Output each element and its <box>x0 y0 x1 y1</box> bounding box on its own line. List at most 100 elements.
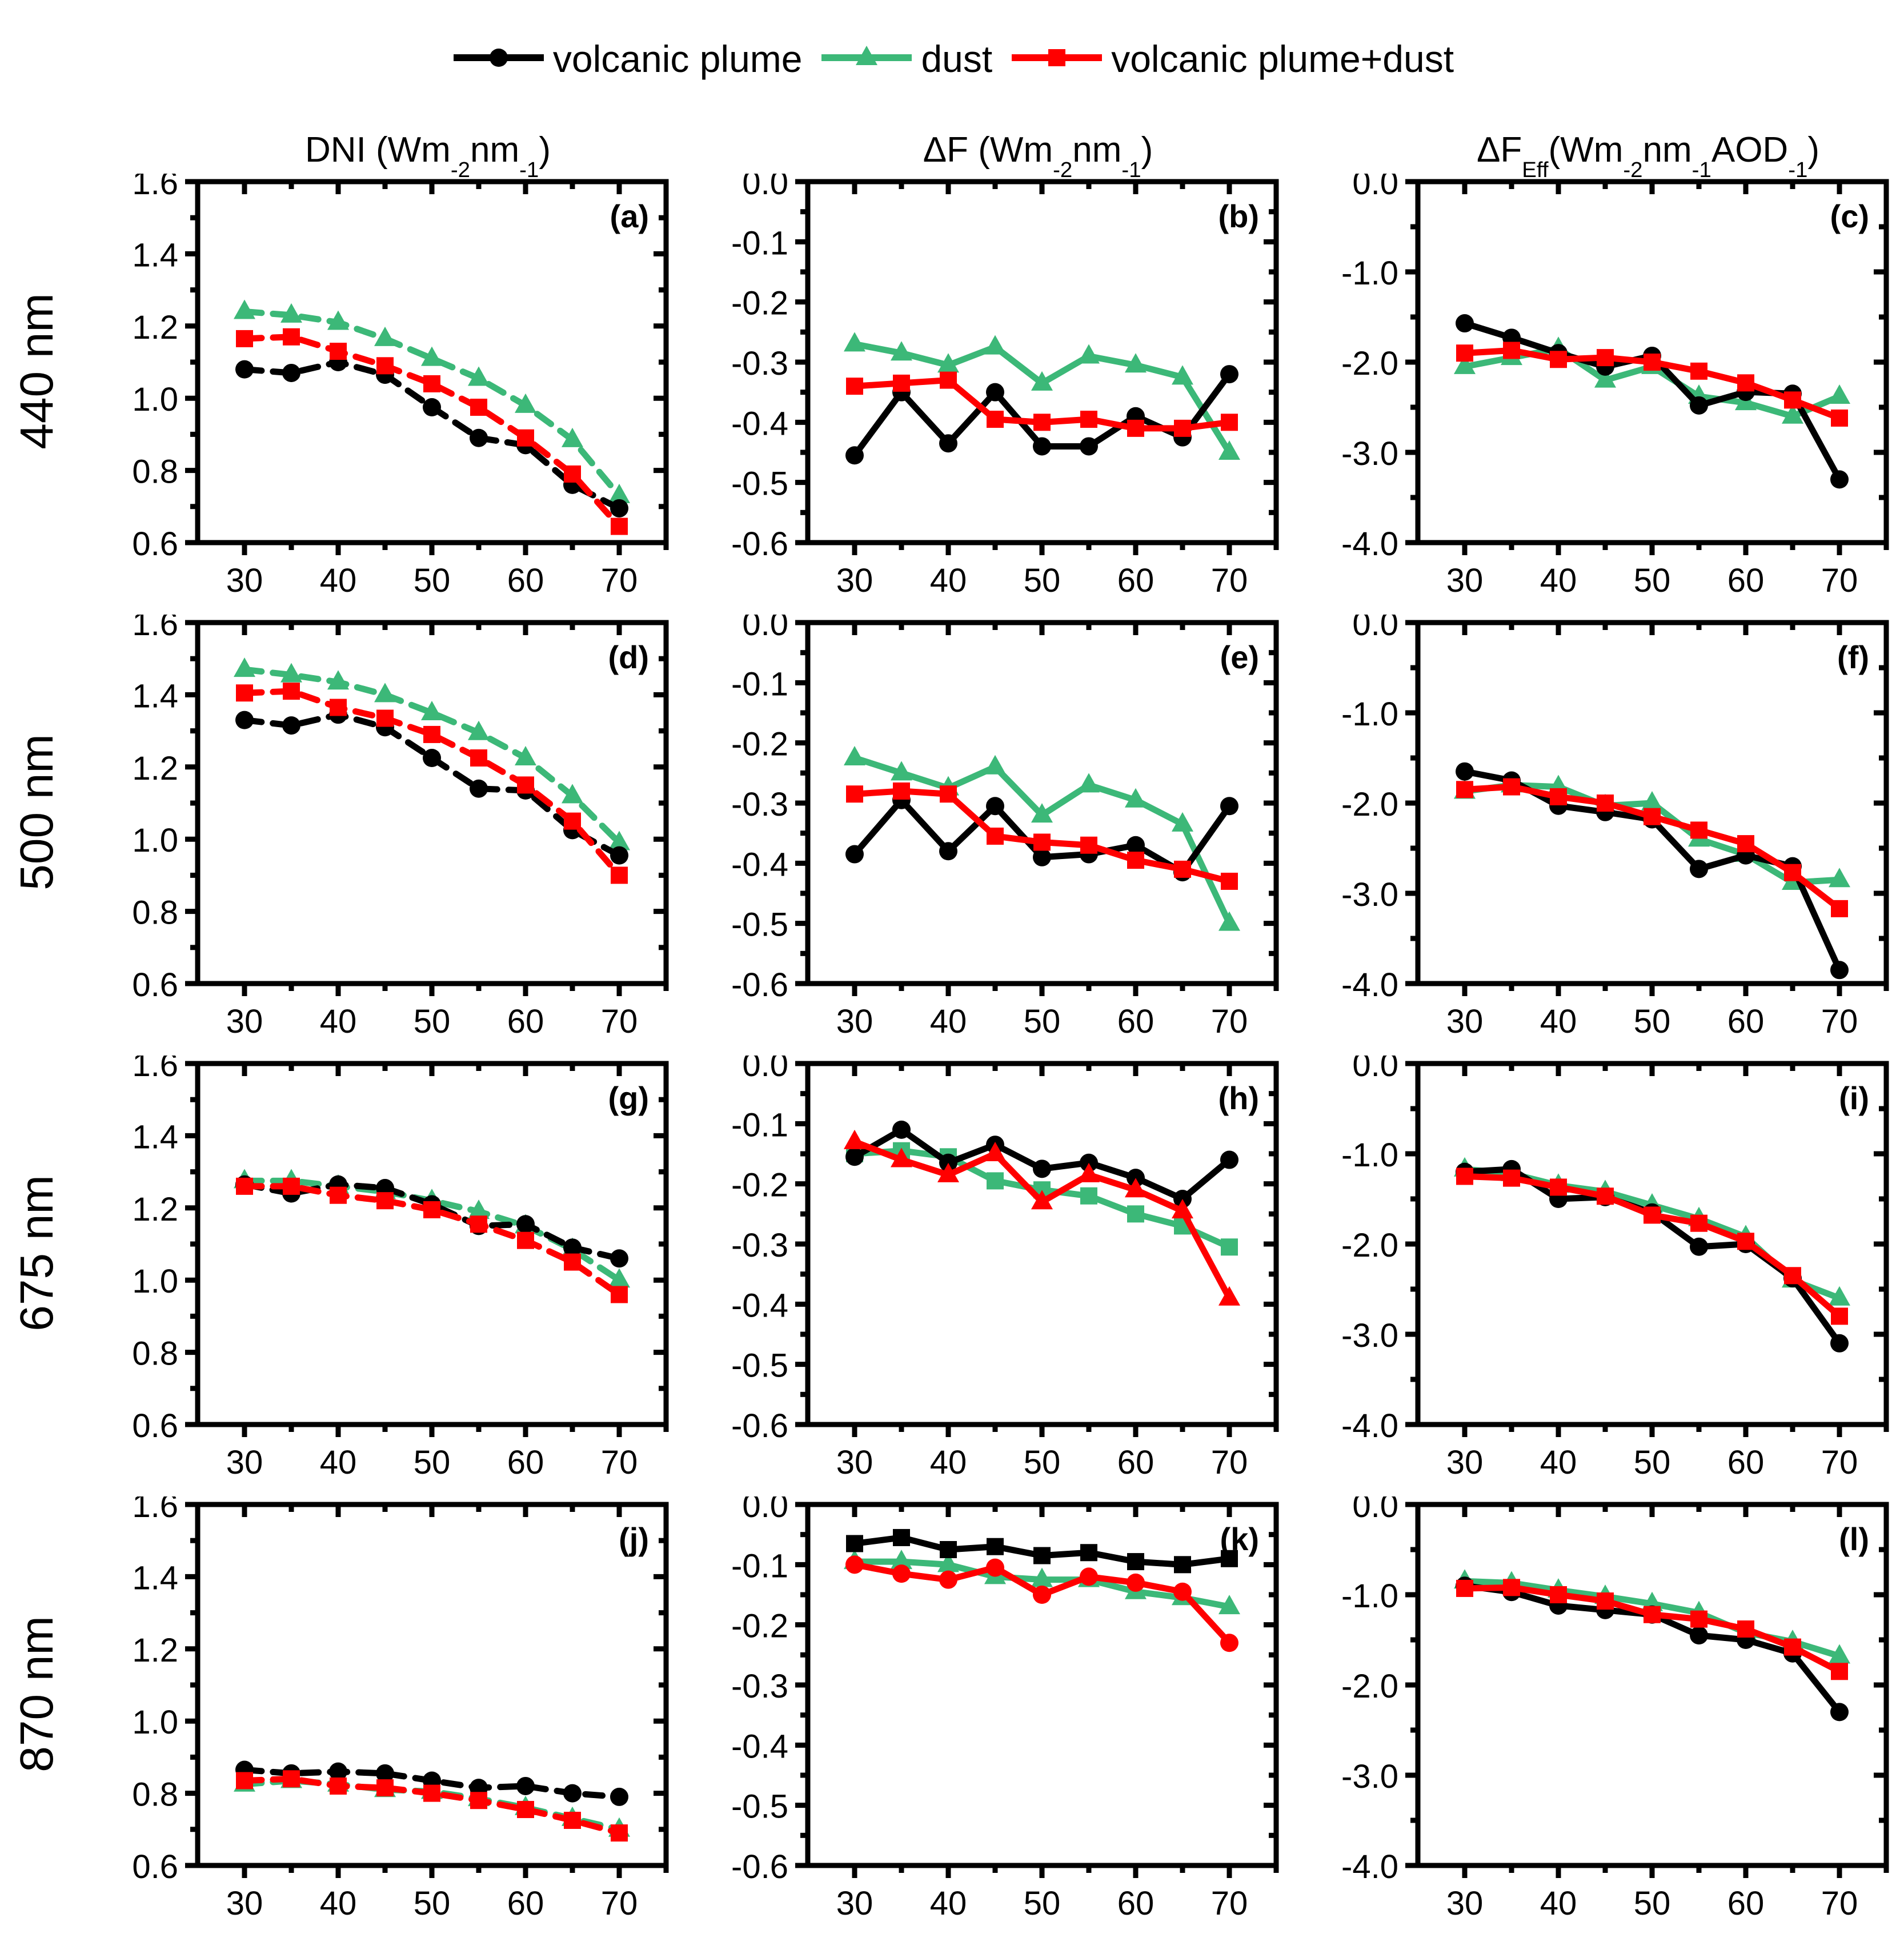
marker-triangle <box>1594 368 1616 388</box>
plot-border <box>195 1502 669 1868</box>
x-tick-label: 40 <box>1540 1444 1577 1481</box>
marker-triangle <box>984 1142 1006 1161</box>
marker-square <box>517 776 534 794</box>
y-tick-label: -3.0 <box>1341 435 1398 472</box>
marker-triangle <box>1125 1178 1147 1198</box>
marker-square <box>1831 900 1848 917</box>
marker-square <box>1503 342 1520 359</box>
legend-item-volcanic-plume: volcanic plume <box>450 37 802 81</box>
marker-circle <box>845 1147 864 1166</box>
y-tick-label: 0.0 <box>742 1056 788 1084</box>
plot-(k): 30 40 50 60 70 0.0 -0.1 -0.2 -0.3 -0.4 -0.5 -0.6 (k) <box>731 1496 1279 1922</box>
marker-square <box>987 1172 1004 1190</box>
marker-square <box>893 374 910 392</box>
y-tick-label: -1.0 <box>1341 696 1398 733</box>
plot-(b): 30 40 50 60 70 0.0 -0.1 -0.2 -0.3 -0.4 -0.5 -0.6 (b) <box>731 174 1279 599</box>
marker-circle <box>1830 1703 1849 1722</box>
marker-square <box>283 1770 300 1788</box>
x-tick-label: 30 <box>836 1885 873 1922</box>
y-tick-label: 0.0 <box>1352 174 1398 202</box>
marker-square <box>1127 1553 1144 1571</box>
marker-circle <box>1220 797 1238 816</box>
marker-square <box>1644 1206 1661 1224</box>
marker-triangle <box>1829 1644 1850 1664</box>
legend-item-volcanic-plume-dust: volcanic plume+dust <box>1008 37 1454 81</box>
x-tick-label: 40 <box>1540 1003 1577 1040</box>
y-tick-label: 1.2 <box>132 1632 178 1669</box>
y-tick-label: -0.2 <box>731 1608 788 1645</box>
x-tick-label: 30 <box>1446 1003 1484 1040</box>
marker-triangle <box>984 755 1006 775</box>
row-label-500nm: 500 nm <box>11 734 63 890</box>
y-tick-label: 0.0 <box>1352 615 1398 643</box>
marker-square <box>517 1801 534 1819</box>
marker-square <box>1221 414 1238 431</box>
marker-triangle <box>844 1129 865 1149</box>
marker-triangle <box>421 346 443 366</box>
marker-triangle <box>374 326 396 346</box>
marker-circle <box>610 1787 628 1806</box>
marker-triangle <box>280 663 302 683</box>
marker-square <box>517 1231 534 1249</box>
marker-triangle <box>1078 773 1100 793</box>
marker-triangle <box>1454 354 1476 374</box>
marker-circle <box>1690 860 1708 878</box>
y-tick-label: -0.3 <box>731 1668 788 1705</box>
marker-triangle <box>937 353 959 373</box>
panel-c: 30 40 50 60 70 0.0 -1.0 -2.0 -3.0 -4.0 (c) <box>1294 174 1904 615</box>
marker-square <box>470 399 487 416</box>
marker-circle <box>1127 1573 1145 1592</box>
y-tick-label: 1.0 <box>132 1704 178 1741</box>
x-tick-label: 50 <box>1024 1003 1061 1040</box>
y-tick-label: 1.4 <box>132 1559 178 1596</box>
marker-square <box>1127 1205 1144 1223</box>
marker-square <box>1831 1663 1848 1680</box>
marker-triangle <box>562 427 583 447</box>
marker-square <box>1503 1579 1520 1596</box>
y-tick-label: -0.3 <box>731 1227 788 1264</box>
x-tick-label: 40 <box>320 1885 357 1922</box>
y-tick-label: 1.0 <box>132 822 178 859</box>
y-tick-label: -0.4 <box>731 1728 788 1765</box>
marker-square <box>1784 1638 1801 1656</box>
y-tick-label: -0.1 <box>731 665 788 703</box>
marker-circle <box>892 1564 911 1583</box>
x-tick-label: 60 <box>1117 562 1155 599</box>
plot-(i): 30 40 50 60 70 0.0 -1.0 -2.0 -3.0 -4.0 (i) <box>1341 1056 1889 1481</box>
marker-square <box>376 1192 394 1210</box>
plot-border <box>805 620 1279 986</box>
volcanic-plume-line-marker-icon <box>450 45 547 74</box>
marker-circle <box>939 1153 957 1172</box>
y-tick-label: -0.5 <box>731 906 788 944</box>
marker-triangle <box>1218 1286 1240 1306</box>
x-tick-label: 60 <box>1727 1444 1765 1481</box>
marker-square <box>940 371 957 389</box>
y-tick-label: -1.0 <box>1341 1578 1398 1615</box>
marker-square <box>283 1177 300 1195</box>
col-title-dni: DNI (Wm -2 nm -1) <box>305 130 551 182</box>
marker-circle <box>329 1762 347 1781</box>
marker-square <box>1737 1620 1754 1638</box>
panel-letter: (e) <box>1220 639 1259 675</box>
x-tick-label: 50 <box>414 562 451 599</box>
marker-square <box>470 749 487 767</box>
y-tick-label: -2.0 <box>1341 1227 1398 1264</box>
y-tick-label: -1.0 <box>1341 255 1398 292</box>
marker-square <box>1033 414 1051 431</box>
marker-square <box>611 1824 628 1842</box>
y-tick-label: 0.0 <box>742 174 788 202</box>
x-tick-label: 30 <box>226 1003 263 1040</box>
panel-letter: (b) <box>1218 198 1259 234</box>
marker-circle <box>986 1558 1004 1577</box>
marker-circle <box>1456 762 1474 781</box>
y-tick-label: -3.0 <box>1341 876 1398 913</box>
marker-square <box>1503 1169 1520 1187</box>
x-tick-label: 40 <box>930 562 967 599</box>
y-tick-label: -3.0 <box>1341 1317 1398 1354</box>
marker-triangle <box>984 335 1006 355</box>
x-tick-label: 40 <box>1540 562 1577 599</box>
marker-circle <box>1220 1634 1238 1652</box>
marker-circle <box>235 360 254 379</box>
marker-triangle <box>1829 1286 1850 1306</box>
marker-triangle <box>891 341 912 361</box>
